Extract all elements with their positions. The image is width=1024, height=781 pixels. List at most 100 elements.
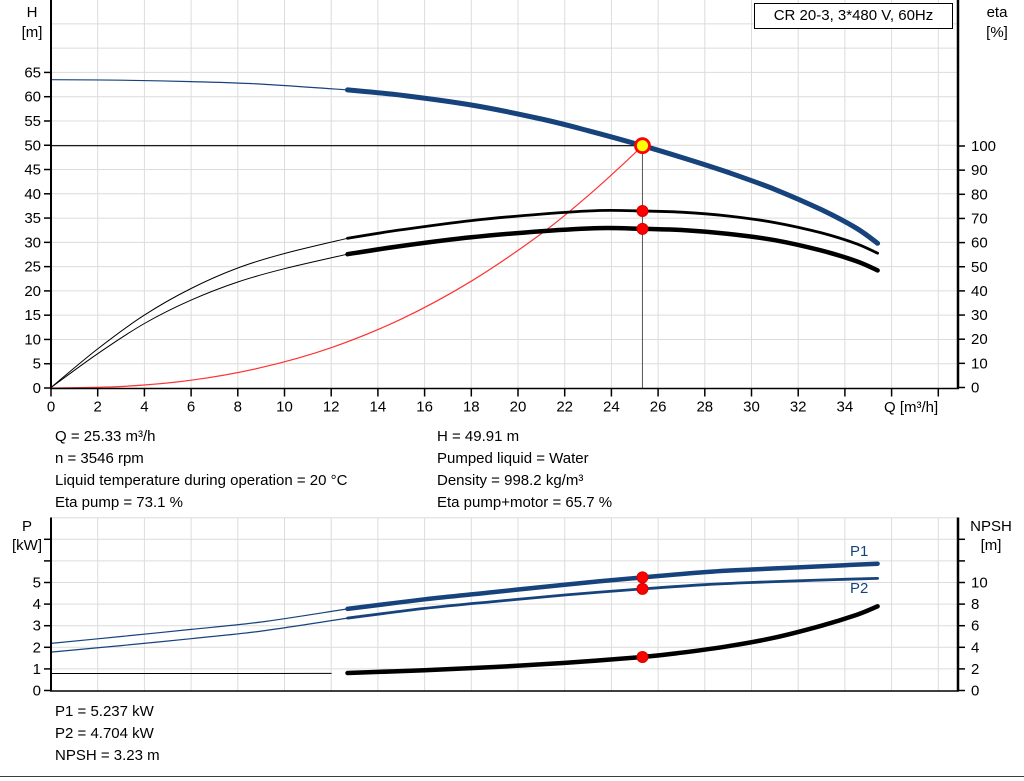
tick-label: 4 xyxy=(33,596,41,613)
power-data-block: P1 = 5.237 kW P2 = 4.704 kW NPSH = 3.23 … xyxy=(55,701,160,767)
tick-label: 30 xyxy=(24,234,41,251)
axis-label-line: [kW] xyxy=(12,537,42,554)
info-line: P1 = 5.237 kW xyxy=(55,703,154,720)
eta-pump-motor-curve xyxy=(345,225,880,273)
tick-label: 1 xyxy=(33,661,41,678)
eta-pump-motor-curve-thin xyxy=(50,253,348,388)
tick-label: 16 xyxy=(416,399,433,416)
p1-point xyxy=(636,571,649,584)
tick-label: 28 xyxy=(696,399,713,416)
tick-label: 60 xyxy=(971,235,988,252)
tick-label: 10 xyxy=(24,331,41,348)
tick-label: 6 xyxy=(187,399,195,416)
axis-label-line: NPSH xyxy=(970,518,1012,535)
tick-label: 0 xyxy=(971,683,979,700)
eta-pump-motor-point xyxy=(636,222,649,235)
info-line: Density = 998.2 kg/m³ xyxy=(437,472,584,489)
p2-curve-thin xyxy=(50,617,349,653)
tick-label: 0 xyxy=(33,683,41,700)
tick-label: 40 xyxy=(24,186,41,203)
axis-label-line: H xyxy=(26,4,38,21)
eta-pump-point xyxy=(636,204,649,217)
operating-point xyxy=(634,137,651,155)
axis-label-line: P xyxy=(21,518,32,535)
p1-curve xyxy=(345,561,880,612)
h-axis-label: H [m] xyxy=(10,3,54,43)
tick-label: 2 xyxy=(94,399,102,416)
tick-label: 12 xyxy=(323,399,340,416)
tick-label: 8 xyxy=(971,596,979,613)
p2-curve-label: P2 xyxy=(850,580,869,597)
tick-label: 32 xyxy=(790,399,807,416)
tick-label: 20 xyxy=(24,283,41,300)
tick-label: 20 xyxy=(971,331,988,348)
tick-label: 2 xyxy=(971,661,979,678)
tick-label: 22 xyxy=(556,399,573,416)
tick-label: 10 xyxy=(971,575,988,592)
operating-data-left: Q = 25.33 m³/h n = 3546 rpm Liquid tempe… xyxy=(55,426,347,514)
npsh-curve xyxy=(345,604,880,676)
p1-curve-thin xyxy=(50,608,349,644)
tick-label: 35 xyxy=(24,210,41,227)
pump-model-box: CR 20-3, 3*480 V, 60Hz xyxy=(754,3,953,29)
tick-label: 25 xyxy=(24,259,41,276)
tick-label: 80 xyxy=(971,186,988,203)
tick-label: 26 xyxy=(650,399,667,416)
tick-label: 10 xyxy=(276,399,293,416)
info-line: H = 49.91 m xyxy=(437,428,520,445)
tick-label: 100 xyxy=(971,138,996,155)
p1-curve-label: P1 xyxy=(850,543,869,560)
head-curve xyxy=(345,87,881,246)
axis-label-line: [m] xyxy=(21,24,43,41)
eta-pump-curve xyxy=(346,208,879,255)
tick-label: 0 xyxy=(971,380,979,397)
info-line: Eta pump = 73.1 % xyxy=(55,494,183,511)
axis-label-line: eta xyxy=(986,4,1008,21)
head-curve-thin xyxy=(50,79,349,91)
info-line: n = 3546 rpm xyxy=(55,450,144,467)
npsh-axis-label: NPSH [m] xyxy=(962,517,1020,555)
tick-label: 8 xyxy=(234,399,242,416)
tick-label: 55 xyxy=(24,113,41,130)
tick-label: 18 xyxy=(463,399,480,416)
operating-data-right: H = 49.91 m Pumped liquid = Water Densit… xyxy=(437,426,612,514)
tick-label: 4 xyxy=(140,399,148,416)
tick-label: 5 xyxy=(33,575,41,592)
info-line: P2 = 4.704 kW xyxy=(55,725,154,742)
info-line: Liquid temperature during operation = 20… xyxy=(55,472,348,489)
info-line: NPSH = 3.23 m xyxy=(55,747,160,764)
q-axis-label: Q [m³/h] xyxy=(884,399,939,416)
info-line: Pumped liquid = Water xyxy=(437,450,589,467)
tick-label: 30 xyxy=(971,307,988,324)
axis-label-line: [m] xyxy=(980,537,1002,554)
tick-label: 5 xyxy=(33,356,41,373)
p2-point xyxy=(636,582,649,595)
tick-label: 40 xyxy=(971,283,988,300)
tick-label: 50 xyxy=(971,259,988,276)
eta-axis-label: eta [%] xyxy=(975,3,1019,43)
info-line: Q = 25.33 m³/h xyxy=(55,428,156,445)
tick-label: 50 xyxy=(24,137,41,154)
tick-label: 65 xyxy=(24,64,41,81)
tick-label: 45 xyxy=(24,162,41,179)
axis-label-line: [%] xyxy=(986,24,1008,41)
tick-label: 30 xyxy=(743,399,760,416)
tick-label: 0 xyxy=(47,399,55,416)
tick-label: 10 xyxy=(971,355,988,372)
tick-label: 2 xyxy=(33,639,41,656)
p-axis-label: P [kW] xyxy=(4,517,50,555)
tick-label: 20 xyxy=(510,399,527,416)
system-curve xyxy=(50,145,644,389)
bottom-divider xyxy=(0,776,1024,777)
tick-label: 24 xyxy=(603,399,620,416)
tick-label: 3 xyxy=(33,618,41,635)
tick-label: 34 xyxy=(837,399,854,416)
tick-label: 90 xyxy=(971,162,988,179)
tick-label: 15 xyxy=(24,307,41,324)
npsh-point xyxy=(636,651,649,664)
tick-label: 6 xyxy=(971,618,979,635)
tick-label: 4 xyxy=(971,639,979,656)
p2-curve xyxy=(346,577,879,620)
